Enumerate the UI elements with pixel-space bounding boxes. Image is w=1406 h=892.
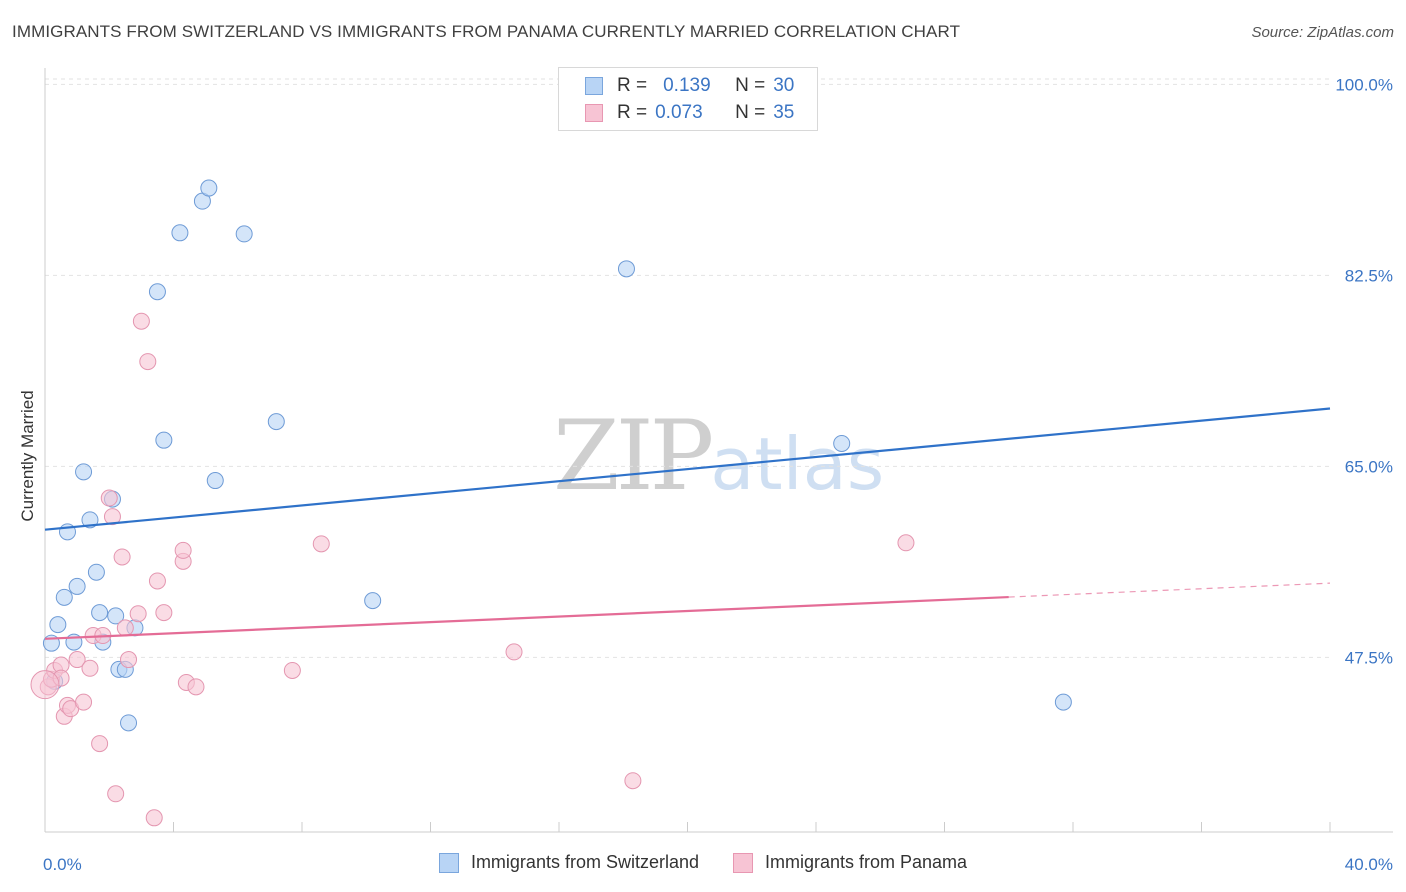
point-panama xyxy=(148,572,166,590)
chart-title: IMMIGRANTS FROM SWITZERLAND VS IMMIGRANT… xyxy=(12,22,961,41)
series-legend: Immigrants from Switzerland Immigrants f… xyxy=(0,852,1406,873)
point-panama xyxy=(155,604,173,622)
legend-r-label: R = xyxy=(617,102,648,123)
point-switzerland xyxy=(55,588,73,606)
point-panama xyxy=(113,548,131,566)
point-panama xyxy=(283,661,301,679)
point-panama xyxy=(139,353,157,371)
trendline-extension-panama xyxy=(1008,582,1331,598)
point-panama xyxy=(145,809,163,827)
legend-n-value-panama: 35 xyxy=(773,102,795,123)
legend-r-label: R = xyxy=(617,75,648,96)
point-panama xyxy=(897,534,915,552)
point-switzerland xyxy=(75,463,93,481)
point-panama xyxy=(100,489,118,507)
point-panama xyxy=(624,772,642,790)
point-panama xyxy=(132,312,150,330)
point-panama xyxy=(103,508,121,526)
legend-n-label: N = xyxy=(735,75,766,96)
point-switzerland xyxy=(235,225,253,243)
point-switzerland xyxy=(206,472,224,490)
point-switzerland xyxy=(120,714,138,732)
series-label-switzerland: Immigrants from Switzerland xyxy=(470,852,699,872)
legend-row-panama: R = 0.073 N = 35 xyxy=(585,101,794,125)
source-credit: Source: ZipAtlas.com xyxy=(1251,24,1394,41)
legend-row-switzerland: R = 0.139 N = 30 xyxy=(585,74,794,98)
point-panama xyxy=(91,735,109,753)
point-panama xyxy=(129,605,147,623)
trendline-panama xyxy=(44,595,1009,640)
y-tick-label: 47.5% xyxy=(1345,648,1393,667)
watermark-zip: ZIP xyxy=(553,400,714,512)
point-panama xyxy=(505,643,523,661)
point-switzerland xyxy=(87,563,105,581)
point-switzerland xyxy=(833,434,851,452)
point-panama xyxy=(75,693,93,711)
x-tick-label: 0.0% xyxy=(43,855,82,874)
legend-n-label: N = xyxy=(735,102,766,123)
point-switzerland xyxy=(267,413,285,431)
series-legend-panama[interactable]: Immigrants from Panama xyxy=(733,852,967,873)
point-switzerland xyxy=(91,604,109,622)
point-switzerland xyxy=(49,616,67,634)
y-tick-label: 65.0% xyxy=(1345,457,1393,476)
point-switzerland xyxy=(171,224,189,242)
point-switzerland xyxy=(107,607,125,625)
legend-r-value-panama: 0.073 xyxy=(655,102,703,123)
point-panama xyxy=(187,678,205,696)
point-panama xyxy=(107,785,125,803)
point-panama xyxy=(174,541,192,559)
watermark: ZIPatlas xyxy=(553,400,884,512)
trendline-switzerland xyxy=(44,407,1331,531)
point-switzerland xyxy=(81,511,99,529)
legend-n-value-switzerland: 30 xyxy=(773,75,795,96)
correlation-legend: R = 0.139 N = 30 R = 0.073 N = 35 xyxy=(558,67,818,131)
legend-swatch-switzerland xyxy=(585,77,603,95)
point-panama xyxy=(68,651,86,669)
point-panama xyxy=(120,651,138,669)
point-panama xyxy=(116,619,134,637)
y-tick-label: 100.0% xyxy=(1335,75,1393,94)
legend-r-value-switzerland: 0.139 xyxy=(663,75,711,96)
point-switzerland xyxy=(1054,693,1072,711)
point-switzerland xyxy=(200,179,218,197)
series-legend-switzerland[interactable]: Immigrants from Switzerland xyxy=(438,852,699,873)
x-tick-label: 40.0% xyxy=(1345,855,1393,874)
point-switzerland xyxy=(68,577,86,595)
point-panama xyxy=(81,659,99,677)
series-label-panama: Immigrants from Panama xyxy=(765,852,968,872)
point-switzerland xyxy=(155,431,173,449)
y-tick-label: 82.5% xyxy=(1345,266,1393,285)
point-switzerland xyxy=(364,592,382,610)
point-switzerland xyxy=(617,260,635,278)
point-panama-cluster xyxy=(30,670,60,700)
series-swatch-panama xyxy=(733,852,753,873)
point-switzerland xyxy=(148,283,166,301)
point-panama xyxy=(312,535,330,553)
legend-swatch-panama xyxy=(585,104,603,122)
series-swatch-switzerland xyxy=(438,852,459,873)
